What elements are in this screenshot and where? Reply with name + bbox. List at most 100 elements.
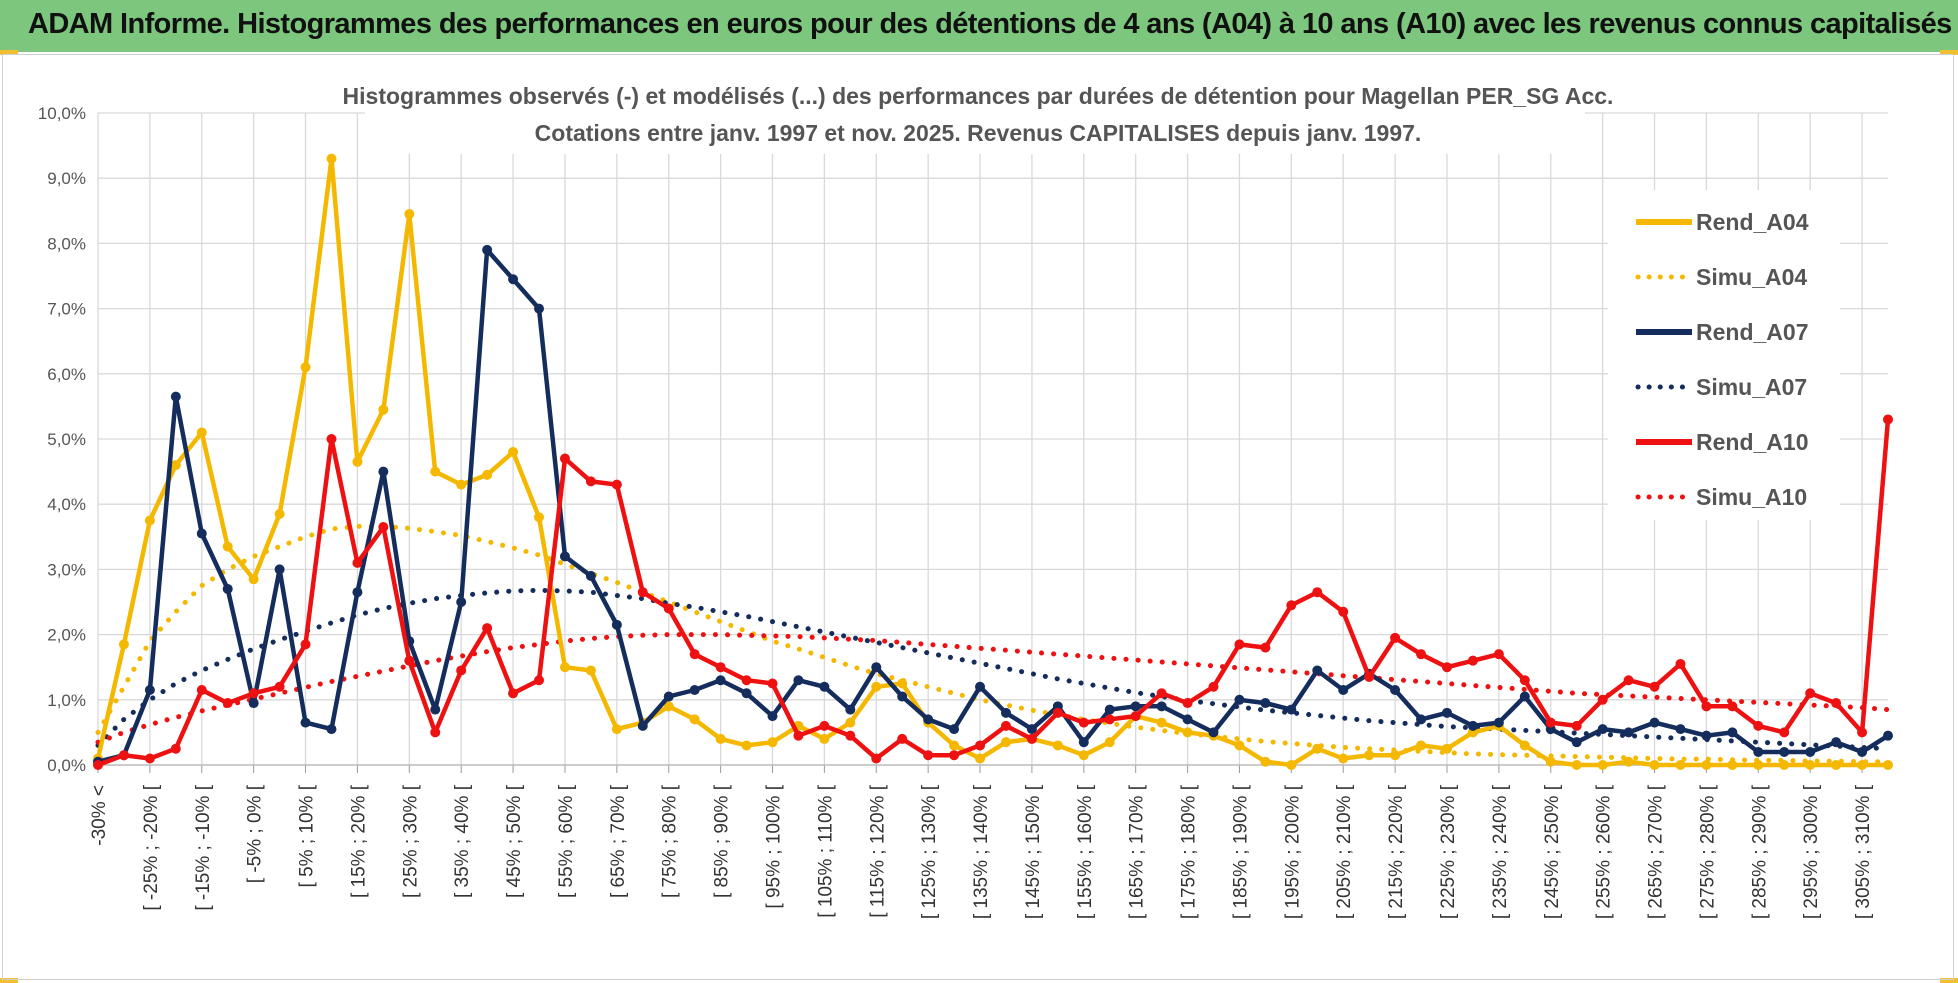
data-point-Rend_A07 bbox=[1390, 685, 1401, 696]
y-tick-label: 2,0% bbox=[47, 626, 86, 645]
data-point-Rend_A04 bbox=[1441, 743, 1452, 754]
data-point-Rend_A04 bbox=[1701, 760, 1712, 770]
data-point-Rend_A04 bbox=[663, 701, 674, 712]
data-point-Rend_A07 bbox=[1000, 707, 1011, 718]
data-point-Rend_A10 bbox=[1000, 720, 1011, 731]
data-point-Rend_A10 bbox=[1104, 714, 1115, 725]
data-point-Rend_A10 bbox=[222, 698, 233, 709]
data-point-Rend_A10 bbox=[767, 678, 778, 689]
data-point-Rend_A04 bbox=[274, 508, 285, 519]
data-point-Rend_A04 bbox=[430, 466, 441, 477]
data-point-Rend_A07 bbox=[170, 391, 181, 402]
data-point-Rend_A04 bbox=[1156, 717, 1167, 728]
data-point-Rend_A07 bbox=[1441, 707, 1452, 718]
data-point-Rend_A10 bbox=[456, 665, 467, 676]
data-point-Rend_A07 bbox=[1597, 724, 1608, 735]
data-point-Rend_A07 bbox=[222, 583, 233, 594]
corner-accent-bottom-left bbox=[0, 978, 18, 983]
data-point-Rend_A10 bbox=[1467, 655, 1478, 666]
data-point-Rend_A04 bbox=[1260, 756, 1271, 767]
x-tick-label: [ -5% ; 0% [ bbox=[245, 784, 266, 883]
x-tick-label: [ 25% ; 30% [ bbox=[400, 784, 421, 898]
x-tick-label: -30% < bbox=[89, 785, 110, 846]
data-point-Rend_A10 bbox=[923, 750, 934, 761]
data-point-Rend_A07 bbox=[1857, 746, 1868, 757]
legend: Rend_A04 Simu_A04 Rend_A07 Simu_A07 Rend_A10… bbox=[1635, 209, 1809, 510]
data-point-Rend_A04 bbox=[300, 362, 311, 373]
data-point-Rend_A10 bbox=[144, 753, 155, 764]
data-point-Rend_A07 bbox=[1234, 694, 1245, 705]
data-point-Rend_A10 bbox=[897, 733, 908, 744]
series-line-Rend_A10 bbox=[97, 419, 1891, 768]
data-point-Rend_A10 bbox=[1571, 720, 1582, 731]
data-point-Rend_A10 bbox=[274, 681, 285, 692]
data-point-Rend_A10 bbox=[93, 760, 103, 770]
data-point-Rend_A07 bbox=[871, 662, 882, 673]
data-point-Rend_A04 bbox=[611, 724, 622, 735]
x-tick-label: [ 305% ; 310% [ bbox=[1853, 784, 1874, 919]
data-point-Rend_A07 bbox=[456, 597, 467, 607]
data-point-Rend_A07 bbox=[1675, 724, 1686, 735]
data-point-Rend_A04 bbox=[1883, 760, 1893, 770]
data-point-Rend_A04 bbox=[975, 753, 986, 764]
data-point-Rend_A07 bbox=[715, 675, 726, 686]
data-point-Rend_A04 bbox=[1182, 727, 1193, 738]
series-line-Rend_A07 bbox=[97, 247, 1890, 764]
series-Simu_A10 bbox=[95, 632, 1891, 745]
data-point-Rend_A04 bbox=[1234, 740, 1245, 751]
data-point-Rend_A10 bbox=[1156, 688, 1167, 699]
data-point-Rend_A07 bbox=[196, 528, 207, 539]
data-point-Rend_A10 bbox=[1390, 632, 1401, 643]
data-point-Rend_A07 bbox=[1338, 685, 1349, 696]
data-point-Rend_A07 bbox=[1078, 737, 1089, 748]
data-point-Rend_A10 bbox=[196, 685, 207, 696]
data-point-Rend_A04 bbox=[1805, 760, 1816, 770]
data-point-Rend_A04 bbox=[456, 479, 467, 490]
data-point-Rend_A04 bbox=[1338, 753, 1349, 764]
data-point-Rend_A07 bbox=[923, 714, 934, 725]
data-point-Rend_A04 bbox=[559, 662, 570, 673]
series-Rend_A10 bbox=[93, 414, 1893, 770]
data-point-Rend_A07 bbox=[611, 619, 622, 630]
data-point-Rend_A07 bbox=[793, 675, 804, 686]
legend-label-Rend_A04: Rend_A04 bbox=[1696, 209, 1809, 235]
data-point-Rend_A10 bbox=[1779, 727, 1790, 738]
data-point-Rend_A07 bbox=[326, 724, 337, 735]
data-point-Rend_A07 bbox=[534, 303, 545, 314]
data-point-Rend_A10 bbox=[663, 603, 674, 614]
data-point-Rend_A10 bbox=[793, 730, 804, 741]
data-point-Rend_A04 bbox=[1390, 750, 1401, 761]
data-point-Rend_A04 bbox=[1052, 740, 1063, 751]
x-tick-label: [ 185% ; 190% [ bbox=[1230, 784, 1251, 919]
data-point-Rend_A07 bbox=[508, 274, 519, 285]
series-Simu_A07 bbox=[95, 587, 1891, 752]
data-point-Rend_A07 bbox=[1727, 727, 1738, 738]
x-tick-label: [ 255% ; 260% [ bbox=[1594, 784, 1615, 919]
x-tick-label: [ 15% ; 20% [ bbox=[348, 784, 369, 898]
data-point-Rend_A07 bbox=[1883, 730, 1893, 741]
data-point-Rend_A07 bbox=[1623, 727, 1634, 738]
data-point-Rend_A07 bbox=[1649, 717, 1660, 728]
data-point-Rend_A10 bbox=[378, 522, 389, 533]
data-point-Rend_A07 bbox=[1493, 717, 1504, 728]
data-point-Rend_A10 bbox=[482, 623, 493, 634]
data-point-Rend_A07 bbox=[559, 551, 570, 562]
x-tick-label: [ 135% ; 140% [ bbox=[971, 784, 992, 919]
data-point-Rend_A04 bbox=[715, 733, 726, 744]
x-tick-label: [ -25% ; -20% [ bbox=[141, 784, 162, 910]
data-point-Rend_A07 bbox=[767, 711, 778, 722]
data-point-Rend_A07 bbox=[689, 685, 700, 696]
data-point-Rend_A04 bbox=[1545, 756, 1556, 767]
data-point-Rend_A07 bbox=[300, 717, 311, 728]
x-tick-label: [ 65% ; 70% [ bbox=[608, 784, 629, 898]
data-point-Rend_A07 bbox=[819, 681, 830, 692]
x-tick-label: [ 55% ; 60% [ bbox=[556, 784, 577, 898]
data-point-Rend_A07 bbox=[1260, 698, 1271, 709]
data-point-Rend_A04 bbox=[1675, 760, 1686, 770]
data-point-Rend_A10 bbox=[1493, 649, 1504, 660]
data-point-Rend_A04 bbox=[585, 665, 596, 676]
x-tick-label: [ 95% ; 100% [ bbox=[763, 784, 784, 908]
x-tick-label: [ 235% ; 240% [ bbox=[1490, 784, 1511, 919]
data-point-Rend_A04 bbox=[1623, 756, 1634, 767]
data-point-Rend_A10 bbox=[300, 639, 311, 650]
